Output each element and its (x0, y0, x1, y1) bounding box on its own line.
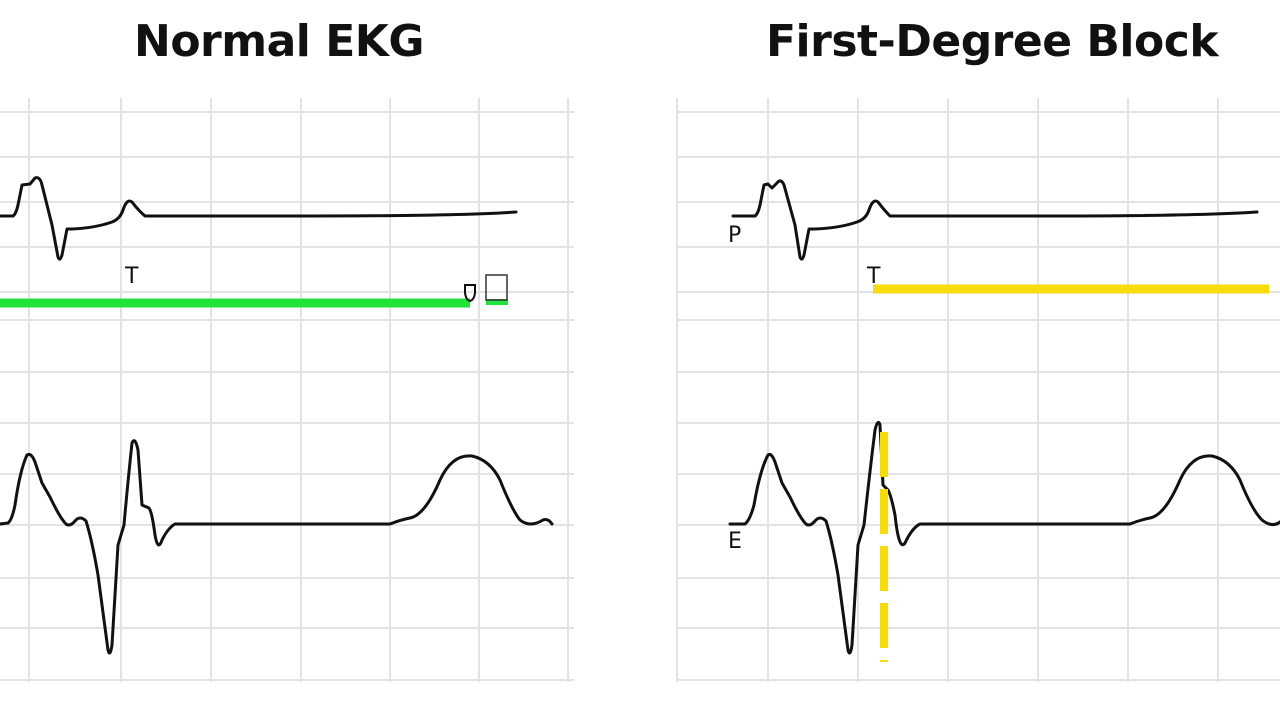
p-wave-label: P (728, 223, 741, 248)
t-wave-label: T (124, 264, 139, 289)
first-degree-block-title: First-Degree Block (766, 16, 1219, 67)
marker-cup-icon (464, 284, 476, 303)
e-label: E (728, 529, 742, 554)
marker-box-icon (485, 274, 508, 301)
left-grid (0, 98, 574, 682)
block-upper-trace (731, 179, 1259, 261)
block-lower-trace (728, 420, 1280, 655)
normal-ekg-title: Normal EKG (134, 16, 424, 67)
normal-lower-trace (0, 439, 554, 655)
t-wave-label-right: T (866, 264, 881, 289)
normal-upper-trace (0, 176, 518, 261)
